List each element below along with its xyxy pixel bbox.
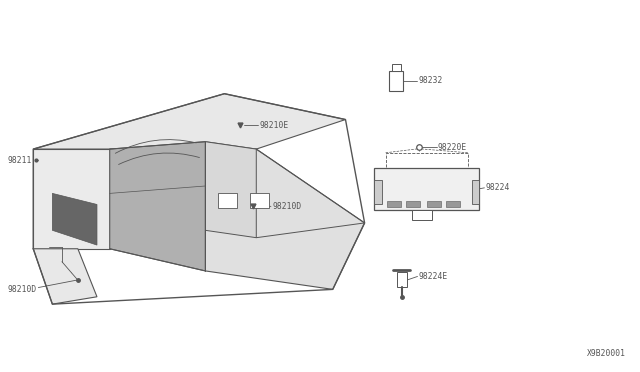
Bar — [387, 201, 401, 207]
Polygon shape — [205, 142, 365, 289]
Bar — [397, 272, 406, 287]
Bar — [412, 210, 431, 220]
Bar — [472, 180, 479, 203]
Polygon shape — [52, 193, 97, 245]
Text: 98224: 98224 — [486, 183, 510, 192]
Bar — [374, 167, 479, 210]
Polygon shape — [250, 193, 269, 208]
Polygon shape — [33, 149, 109, 249]
Polygon shape — [33, 94, 346, 149]
Polygon shape — [33, 249, 97, 304]
Text: 98211: 98211 — [8, 155, 32, 165]
Text: 98220E: 98220E — [438, 143, 467, 152]
Bar — [390, 71, 403, 91]
Text: 98210E: 98210E — [259, 121, 289, 129]
Bar — [427, 201, 441, 207]
Text: 98224E: 98224E — [419, 272, 448, 281]
Polygon shape — [205, 142, 256, 238]
Bar — [392, 64, 401, 71]
Bar — [374, 180, 382, 203]
Polygon shape — [218, 193, 237, 208]
Text: 98210D: 98210D — [8, 285, 37, 294]
Bar — [386, 153, 468, 167]
Text: X9B20001: X9B20001 — [587, 349, 626, 358]
Bar — [406, 201, 420, 207]
Polygon shape — [109, 142, 205, 271]
Text: 98210D: 98210D — [272, 202, 301, 211]
Bar — [446, 201, 460, 207]
Text: 98232: 98232 — [419, 76, 443, 85]
